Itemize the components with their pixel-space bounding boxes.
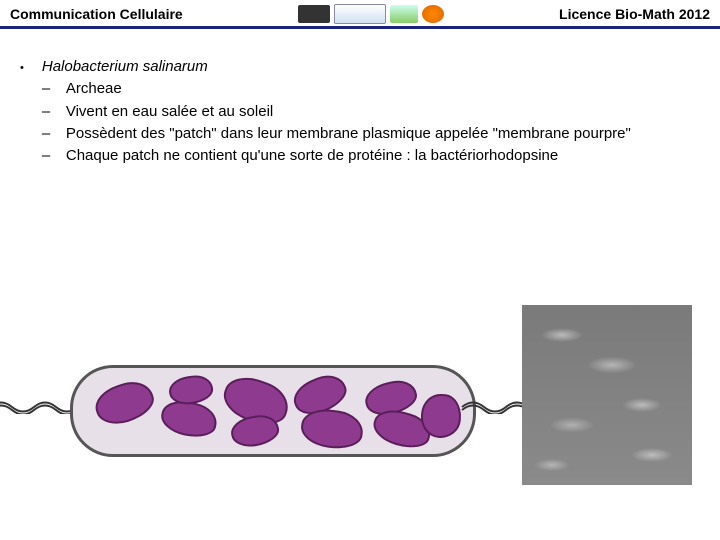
figure-area [0,305,720,510]
sante-logo [390,5,418,23]
station-biologique-logo [334,4,386,24]
list-item: – Chaque patch ne contient qu'une sorte … [42,146,631,166]
main-bullet-body: Halobacterium salinarum – Archeae – Vive… [42,57,631,166]
slide-header: Communication Cellulaire Licence Bio-Mat… [0,0,720,29]
list-item-text: Possèdent des "patch" dans leur membrane… [66,124,631,144]
header-logos [298,4,444,24]
dash-icon: – [42,79,54,99]
upmc-logo [298,5,330,23]
list-item-text: Chaque patch ne contient qu'une sorte de… [66,146,558,166]
header-right-title: Licence Bio-Math 2012 [559,6,710,22]
main-bullet: • Halobacterium salinarum – Archeae – Vi… [20,57,700,166]
list-item-text: Archeae [66,79,122,99]
list-item-text: Vivent en eau salée et au soleil [66,102,273,122]
bacterium-diagram [70,365,476,457]
list-item: – Archeae [42,79,631,99]
membrane-patch [91,376,159,430]
flagella-left-icon [0,400,80,414]
header-left-title: Communication Cellulaire [10,6,183,22]
cnrs-logo [422,5,444,23]
list-item: – Possèdent des "patch" dans leur membra… [42,124,631,144]
membrane-patch [299,406,366,452]
list-item: – Vivent en eau salée et au soleil [42,102,631,122]
electron-micrograph [522,305,692,485]
slide-content: • Halobacterium salinarum – Archeae – Vi… [0,29,720,166]
sub-bullet-list: – Archeae – Vivent en eau salée et au so… [42,79,631,166]
membrane-patch [420,393,463,440]
dash-icon: – [42,124,54,144]
dash-icon: – [42,146,54,166]
bullet-icon: • [20,57,24,166]
species-title: Halobacterium salinarum [42,57,631,77]
dash-icon: – [42,102,54,122]
